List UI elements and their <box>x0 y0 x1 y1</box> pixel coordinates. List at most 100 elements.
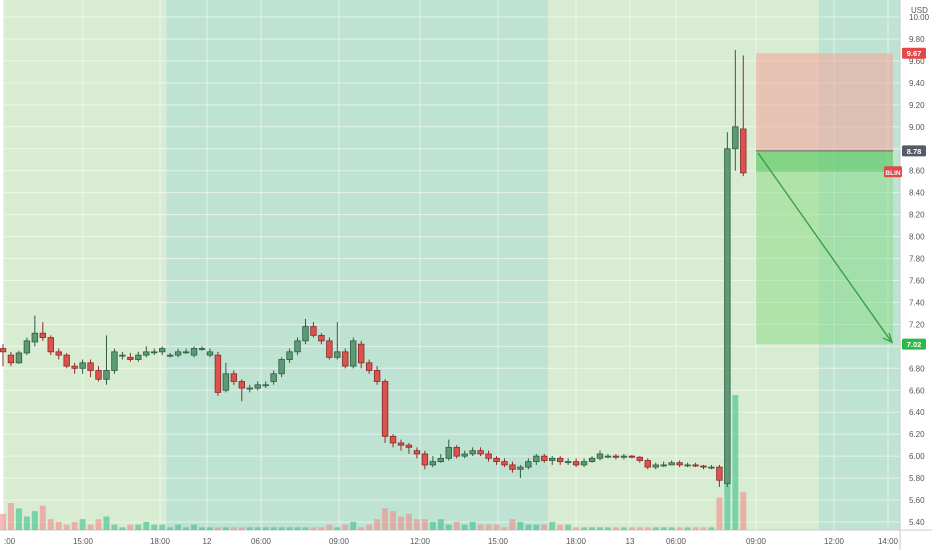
price-axis-background <box>900 0 932 550</box>
candle-body <box>23 340 31 354</box>
candle-body <box>445 446 452 459</box>
candle <box>652 462 659 470</box>
price-badge[interactable]: 8.78 <box>902 145 926 157</box>
candle <box>461 450 468 459</box>
candle <box>286 348 293 363</box>
volume-bar <box>310 527 317 530</box>
candle <box>636 456 643 463</box>
price-badge[interactable]: 7.02 <box>902 338 926 350</box>
candle-body <box>493 457 500 463</box>
candle <box>429 456 437 468</box>
candle-body <box>143 351 150 356</box>
volume-bar <box>111 524 118 530</box>
candles <box>0 49 747 487</box>
volume-bar <box>302 527 309 530</box>
candle-body <box>740 128 747 174</box>
y-tick-label: 6.60 <box>909 386 925 395</box>
volume-bar <box>103 516 110 530</box>
symbol-price-badge[interactable]: BLIN <box>884 166 902 178</box>
candle-body <box>182 351 190 354</box>
price-axis[interactable]: USD 5.405.605.806.006.206.406.606.807.00… <box>884 6 930 527</box>
candle <box>357 340 365 369</box>
candle-body <box>692 464 699 467</box>
volume-bar <box>533 524 540 530</box>
badge-background <box>902 338 926 350</box>
volume-bar <box>278 527 285 530</box>
candle <box>509 461 516 473</box>
candle-body <box>15 352 23 364</box>
price-badge[interactable]: 9.67 <box>902 47 926 59</box>
volume-bar <box>119 527 126 530</box>
volume-bar <box>135 524 142 530</box>
candle-body <box>71 365 78 369</box>
candle <box>405 442 413 454</box>
volume-bar <box>262 527 269 530</box>
y-tick-label: 9.20 <box>909 101 925 110</box>
volume-bar <box>413 519 420 530</box>
candle <box>143 346 150 358</box>
candle-body <box>557 457 564 463</box>
x-tick-label: 12:00 <box>410 537 431 546</box>
candle-body <box>79 362 86 369</box>
candle-body <box>0 348 7 353</box>
candle-body <box>477 450 484 455</box>
volume-bar <box>87 524 94 530</box>
volume-bar <box>668 527 675 530</box>
session-band <box>166 0 549 530</box>
volume-bar <box>7 503 14 530</box>
candle-body <box>230 373 238 382</box>
candle-body <box>294 340 301 353</box>
candle-body <box>254 384 261 389</box>
candle-body <box>310 326 317 336</box>
volume-bar <box>644 527 651 530</box>
badge-label: 7.02 <box>907 340 922 349</box>
candle-body <box>7 354 15 364</box>
volume-bar <box>620 527 627 530</box>
stop-loss-zone[interactable] <box>756 53 893 151</box>
candle <box>71 362 78 374</box>
volume-bar <box>206 527 213 530</box>
candle-body <box>87 362 94 371</box>
candle <box>477 447 484 457</box>
candle-body <box>525 461 532 468</box>
candle <box>39 322 46 341</box>
volume-bar <box>334 527 341 530</box>
volume-bar <box>318 527 325 530</box>
volume-bar <box>95 519 102 530</box>
candle-body <box>334 351 341 358</box>
candle <box>660 461 667 468</box>
candle <box>493 456 500 465</box>
short-position-tool[interactable] <box>756 53 894 345</box>
volume-bar <box>127 524 134 530</box>
candle-body <box>174 351 182 356</box>
candle-body <box>660 464 667 467</box>
volume-bar <box>71 521 78 530</box>
badge-background <box>902 47 926 59</box>
badge-label: 9.67 <box>907 49 922 58</box>
volume-bar <box>382 508 389 530</box>
candle-body <box>541 455 548 461</box>
candle <box>421 450 429 470</box>
volume-bar <box>405 513 412 530</box>
volume-bar <box>398 516 404 530</box>
volume-bar <box>485 524 492 530</box>
time-axis-background <box>0 530 932 550</box>
candle <box>692 462 699 468</box>
candle <box>79 359 86 374</box>
volume-bar <box>79 519 86 530</box>
volume-bar <box>549 521 556 530</box>
candle-body <box>222 373 230 391</box>
candle-body <box>612 455 620 458</box>
time-axis[interactable]: :00 15:00 18:00 12 06:00 09:00 12:00 15:00 18:00… <box>4 537 899 546</box>
candle-body <box>373 370 381 382</box>
candle <box>668 460 675 466</box>
candle-body <box>206 351 214 356</box>
candle-body <box>63 354 70 367</box>
volume-bar <box>700 527 707 530</box>
x-tick-label: 18:00 <box>566 537 587 546</box>
badge-background <box>902 145 926 157</box>
volume-bar <box>175 524 182 530</box>
candle-body <box>564 461 572 464</box>
